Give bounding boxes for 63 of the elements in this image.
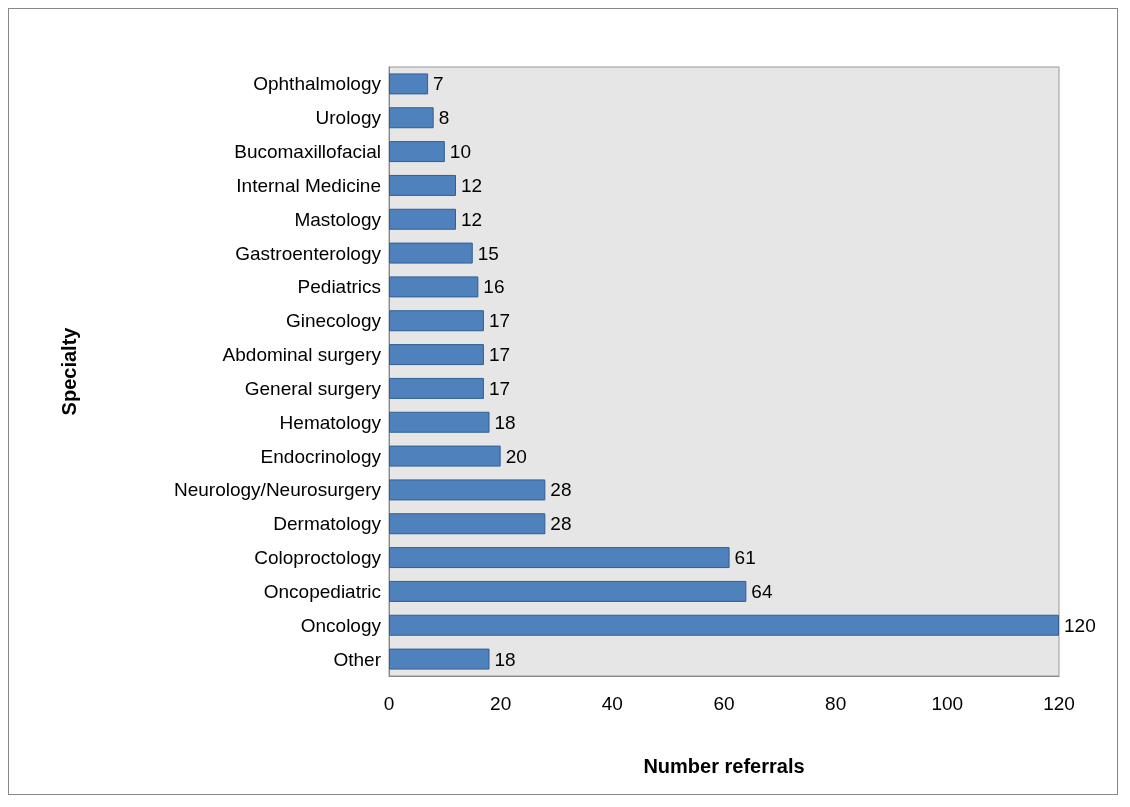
x-tick-label: 120 xyxy=(1043,693,1075,714)
bar xyxy=(389,107,434,129)
bar xyxy=(389,513,546,535)
bar xyxy=(389,580,747,602)
x-tick-label: 60 xyxy=(713,693,735,714)
y-tick-label: Internal Medicine xyxy=(236,174,381,196)
data-label: 120 xyxy=(1064,614,1096,636)
data-label: 8 xyxy=(438,107,450,129)
x-tick-label: 20 xyxy=(490,693,512,714)
y-tick-label: Mastology xyxy=(294,208,382,230)
data-label: 20 xyxy=(505,445,527,467)
bar xyxy=(389,73,429,95)
y-tick-label: Abdominal surgery xyxy=(222,344,382,366)
y-tick-label: Dermatology xyxy=(273,513,382,535)
data-label: 28 xyxy=(550,513,572,535)
data-label: 16 xyxy=(483,276,505,298)
y-tick-label: Neurology/Neurosurgery xyxy=(174,479,382,501)
y-tick-label: Endocrinology xyxy=(260,445,382,467)
y-tick-label: General surgery xyxy=(244,377,382,399)
bar xyxy=(389,411,490,433)
bar xyxy=(389,479,546,501)
bar xyxy=(389,310,484,332)
data-label: 17 xyxy=(488,344,511,366)
y-tick-label: Bucomaxillofacial xyxy=(234,141,381,163)
y-tick-label: Oncopediatric xyxy=(263,580,381,602)
data-label: 17 xyxy=(488,310,511,332)
data-label: 7 xyxy=(433,73,444,95)
y-tick-label: Urology xyxy=(315,107,382,129)
x-tick-label: 0 xyxy=(383,693,395,714)
bar xyxy=(389,547,730,569)
bar xyxy=(389,276,479,298)
y-tick-label: Ginecology xyxy=(285,310,382,332)
bar xyxy=(389,614,1059,636)
y-tick-label: Gastroenterology xyxy=(235,242,382,264)
bar xyxy=(389,174,456,196)
bar xyxy=(389,377,484,399)
data-label: 12 xyxy=(461,174,483,196)
bar xyxy=(389,445,501,467)
data-label: 18 xyxy=(494,411,516,433)
y-tick-label: Hematology xyxy=(279,411,382,433)
x-tick-label: 40 xyxy=(601,693,623,714)
y-tick-label: Coloproctology xyxy=(254,547,382,569)
x-tick-label: 100 xyxy=(931,693,964,714)
data-label: 64 xyxy=(751,580,773,602)
x-tick-label: 80 xyxy=(825,693,847,714)
bar xyxy=(389,242,473,264)
x-axis-title: Number referrals xyxy=(643,755,805,777)
y-tick-label: Pediatrics xyxy=(297,276,381,298)
data-label: 28 xyxy=(550,479,572,501)
bar xyxy=(389,208,456,230)
data-label: 61 xyxy=(734,547,756,569)
y-tick-label: Ophthalmology xyxy=(253,73,382,95)
data-label: 10 xyxy=(449,141,471,163)
y-tick-label: Other xyxy=(333,648,382,670)
y-axis-title: Specialty xyxy=(58,326,80,416)
data-label: 12 xyxy=(461,208,483,230)
data-label: 17 xyxy=(488,377,511,399)
y-tick-label: Oncology xyxy=(300,614,382,636)
bar xyxy=(389,344,484,366)
data-label: 15 xyxy=(477,242,499,264)
data-label: 18 xyxy=(494,648,516,670)
bar xyxy=(389,648,490,670)
bar xyxy=(389,141,445,163)
